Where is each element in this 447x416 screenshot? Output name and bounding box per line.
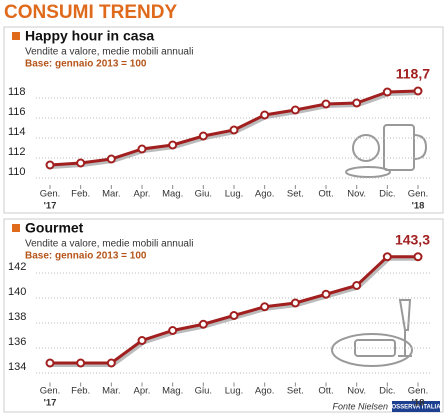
x-tick-label: Mar. [102,386,120,397]
point [198,131,208,141]
point [413,86,423,96]
x-tick-label: Giu. [195,386,212,397]
beer-icon [345,124,428,178]
point [45,160,55,170]
point [290,298,300,308]
year-label: '18 [412,398,425,409]
point [137,144,147,154]
source: Fonte Nielsen [332,401,388,411]
x-tick-label: Set. [287,386,304,397]
panel [3,218,444,413]
base-note: Base: gennaio 2013 = 100 [25,251,147,262]
logo-box [392,401,440,412]
panel-title: Happy hour in casa [25,28,154,44]
x-tick-label: Mar. [102,189,120,200]
year-label: '17 [44,398,57,409]
x-tick-label: Ott. [318,386,333,397]
y-tick-label: 134 [8,361,26,373]
x-tick-label: Dic. [379,386,395,397]
x-tick-label: Ott. [318,189,333,200]
main-title: CONSUMI TRENDY [4,2,177,23]
point [168,140,178,150]
logo: OSSERVA ITALIA [391,405,441,411]
x-tick-label: Dic. [379,189,395,200]
point [106,154,116,164]
value-label: 118,7 [396,66,430,82]
x-tick-label: Mag. [162,189,183,200]
y-tick-label: 114 [8,126,26,138]
point [260,110,270,120]
subtitle: Vendite a valore, medie mobili annuali [25,47,193,58]
x-tick-label: Apr. [134,386,151,397]
x-tick-label: Giu. [195,189,212,200]
value-label: 143,3 [395,231,430,247]
base-note: Base: gennaio 2013 = 100 [25,59,147,70]
x-tick-label: Feb. [71,386,90,397]
x-tick-label: Lug. [225,386,244,397]
panel-title: Gourmet [25,220,84,236]
x-tick-label: Feb. [71,189,90,200]
subtitle: Vendite a valore, medie mobili annuali [25,239,193,250]
point [76,358,86,368]
x-tick-label: Gen. [40,189,61,200]
point [321,99,331,109]
y-tick-label: 140 [8,286,26,298]
y-tick-label: 110 [8,166,26,178]
y-tick-label: 118 [8,86,26,98]
x-tick-label: Set. [287,189,304,200]
point [352,281,362,290]
x-tick-label: Gen. [408,189,429,200]
point [321,289,331,299]
x-tick-label: Nov. [347,189,366,200]
point [352,98,362,108]
point [229,311,239,320]
point [137,336,147,345]
y-tick-label: 136 [8,336,26,348]
x-tick-label: Lug. [225,189,244,200]
x-tick-label: Apr. [134,189,151,200]
y-tick-label: 112 [8,146,26,158]
y-tick-label: 142 [8,261,26,273]
point [229,125,239,135]
point [106,358,116,368]
point [168,326,178,335]
x-tick-label: Gen. [40,386,61,397]
gourmet-icon [331,299,413,367]
y-tick-label: 116 [8,106,26,118]
y-tick-label: 138 [8,311,26,323]
x-tick-label: Nov. [347,386,366,397]
x-tick-label: Mag. [162,386,183,397]
title-marker [12,32,20,40]
x-tick-label: Ago. [255,189,275,200]
x-tick-label: Ago. [255,386,275,397]
x-tick-label: Gen. [408,386,429,397]
point [260,302,270,312]
point [198,319,208,329]
point [290,105,300,115]
panel [3,26,444,214]
title-marker [12,224,20,232]
year-label: '18 [412,201,425,212]
point [413,252,423,262]
point [382,252,392,262]
point [76,158,86,168]
point [382,87,392,97]
point [45,358,55,368]
year-label: '17 [44,201,57,212]
